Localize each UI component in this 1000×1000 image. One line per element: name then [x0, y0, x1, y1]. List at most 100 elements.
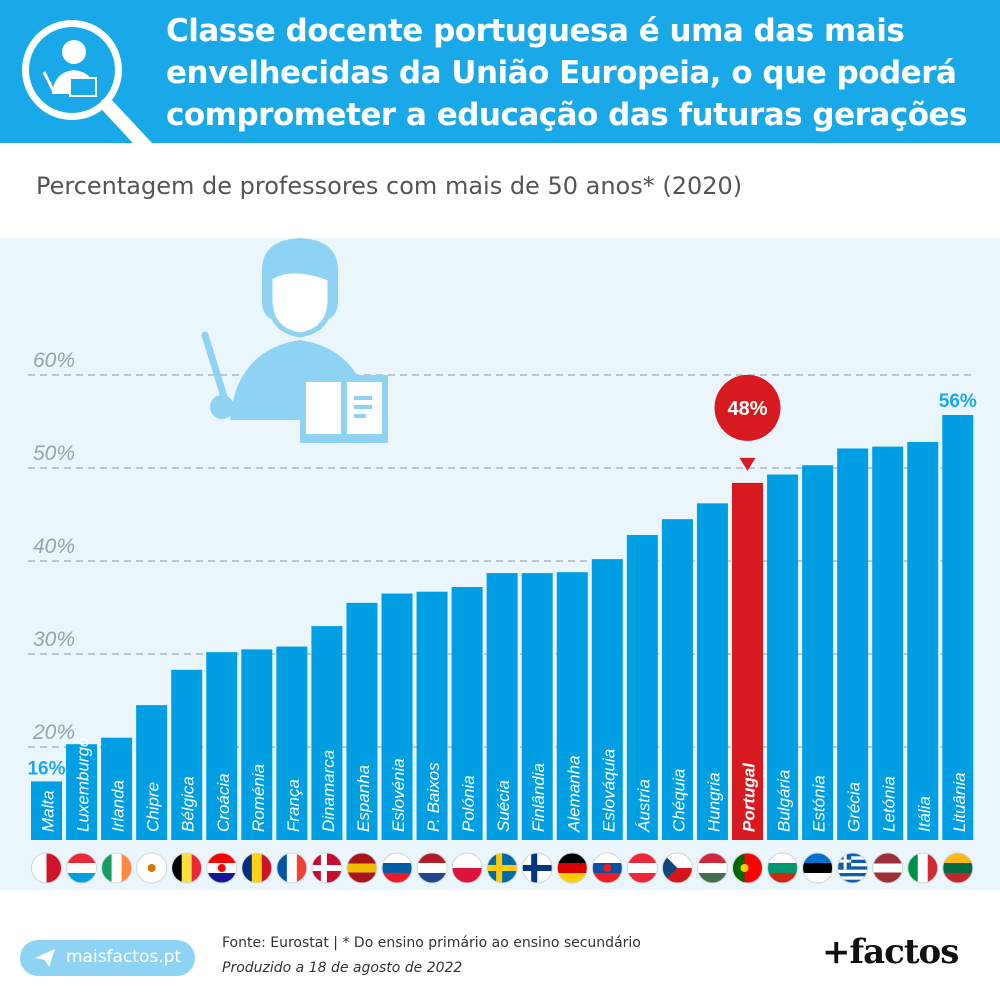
category-label: Malta — [39, 790, 58, 832]
cyprus-flag — [136, 852, 168, 884]
highlight-bubble — [714, 374, 781, 441]
data-label-last: 56% — [939, 391, 977, 412]
bar-it-lia[interactable] — [907, 441, 939, 840]
category-label: P. Baixos — [424, 762, 443, 832]
category-label: Chéquia — [669, 769, 688, 832]
bar-ch-quia[interactable] — [661, 519, 693, 840]
y-tick-label: 40% — [33, 535, 75, 558]
luxembourg-flag — [66, 852, 98, 884]
category-label: França — [284, 779, 303, 832]
estonia-flag — [802, 852, 834, 884]
y-tick-label: 30% — [33, 628, 75, 651]
bar-litu-nia[interactable] — [942, 414, 974, 840]
bar-est-nia[interactable] — [802, 465, 834, 840]
data-label-first: 16% — [27, 758, 65, 779]
brand-logo: +factos — [822, 932, 959, 972]
poland-flag — [451, 852, 483, 884]
highlight-label: 48% — [727, 398, 767, 420]
site-link[interactable]: maisfactos.pt — [66, 947, 182, 967]
y-tick-label: 60% — [33, 349, 75, 372]
bar-hungria[interactable] — [696, 503, 728, 840]
bar-su-cia[interactable] — [486, 573, 518, 840]
bar-rom-nia[interactable] — [241, 649, 273, 840]
category-label: Lituânia — [950, 772, 969, 832]
bar-eslov-quia[interactable] — [591, 559, 623, 840]
bar--ustria[interactable] — [626, 534, 658, 840]
bar-chipre[interactable] — [136, 705, 168, 840]
category-label: Roménia — [249, 764, 268, 832]
category-label: Bélgica — [179, 776, 198, 832]
bar-eslov-nia[interactable] — [381, 593, 413, 840]
greece-flag — [837, 852, 869, 884]
bar-pol-nia[interactable] — [451, 587, 483, 840]
category-label: Espanha — [354, 765, 373, 832]
site-badge[interactable]: maisfactos.pt — [20, 940, 195, 976]
bar-gr-cia[interactable] — [837, 448, 869, 840]
category-label: Croácia — [214, 773, 233, 832]
header-title: Classe docente portuguesa é uma das mais… — [166, 13, 968, 133]
hungary-flag — [696, 852, 728, 884]
croatia-flag — [206, 852, 238, 884]
header-banner: Classe docente portuguesa é uma das mais… — [0, 0, 1000, 157]
lithuania-flag — [942, 852, 974, 884]
germany-flag — [556, 852, 588, 884]
bar-finl-ndia[interactable] — [521, 573, 553, 840]
bar-irlanda[interactable] — [101, 737, 133, 840]
category-label: Grécia — [845, 782, 864, 832]
y-tick-label: 50% — [33, 442, 75, 465]
category-label: Irlanda — [109, 780, 128, 832]
latvia-flag — [872, 852, 904, 884]
category-label: Alemanha — [564, 755, 583, 833]
produced-date: Produzido a 18 de agosto de 2022 — [222, 960, 463, 976]
category-label: Áustria — [634, 779, 653, 833]
bar-cro-cia[interactable] — [206, 652, 238, 840]
bar-portugal[interactable] — [732, 482, 763, 840]
bar-espanha[interactable] — [346, 602, 378, 840]
y-tick-label: 20% — [32, 721, 75, 744]
category-label: Bulgária — [775, 770, 794, 832]
bar-fran-a[interactable] — [276, 646, 308, 840]
category-label: Eslovénia — [389, 758, 408, 832]
chart-subtitle: Percentagem de professores com mais de 5… — [36, 172, 743, 200]
bar-dinamarca[interactable] — [311, 626, 343, 840]
italy-flag — [907, 852, 939, 884]
category-label: Portugal — [740, 762, 759, 832]
spain-flag — [346, 852, 378, 884]
category-label: Suécia — [494, 780, 513, 832]
teacher-magnifier-icon — [22, 20, 156, 157]
source-note: Fonte: Eurostat | * Do ensino primário a… — [222, 935, 641, 951]
bar-luxemburgo[interactable] — [66, 744, 98, 840]
category-label: Itália — [915, 796, 934, 832]
bar-b-lgica[interactable] — [171, 669, 203, 840]
bar-malta[interactable] — [31, 781, 62, 840]
highlight-pointer — [739, 457, 756, 471]
slovakia-flag — [591, 852, 623, 884]
bar-let-nia[interactable] — [872, 446, 904, 840]
paper-plane-icon — [35, 949, 55, 967]
portugal-flag — [732, 852, 763, 884]
romania-flag — [241, 852, 273, 884]
category-label: Chipre — [144, 782, 163, 832]
france-flag — [276, 852, 308, 884]
category-label: Dinamarca — [319, 750, 338, 832]
category-label: Estónia — [810, 775, 829, 832]
netherlands-flag — [416, 852, 448, 884]
bar-bulg-ria[interactable] — [767, 474, 799, 840]
category-label: Eslováquia — [599, 749, 618, 832]
finland-flag — [521, 852, 553, 884]
czechia-flag — [661, 852, 693, 884]
ireland-flag — [101, 852, 133, 884]
belgium-flag — [171, 852, 203, 884]
category-label: Luxemburgo — [74, 737, 93, 832]
category-label: Polónia — [459, 775, 478, 832]
teacher-illustration — [201, 238, 388, 443]
bar-p-baixos[interactable] — [416, 591, 448, 840]
bar-alemanha[interactable] — [556, 572, 588, 840]
malta-flag — [31, 852, 62, 884]
category-label: Hungria — [704, 772, 723, 832]
slovenia-flag — [381, 852, 413, 884]
sweden-flag — [486, 852, 518, 884]
category-label: Finlândia — [529, 763, 548, 832]
austria-flag — [626, 852, 658, 884]
